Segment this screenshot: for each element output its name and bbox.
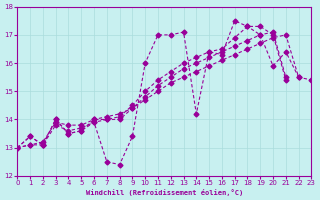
X-axis label: Windchill (Refroidissement éolien,°C): Windchill (Refroidissement éolien,°C): [86, 189, 243, 196]
